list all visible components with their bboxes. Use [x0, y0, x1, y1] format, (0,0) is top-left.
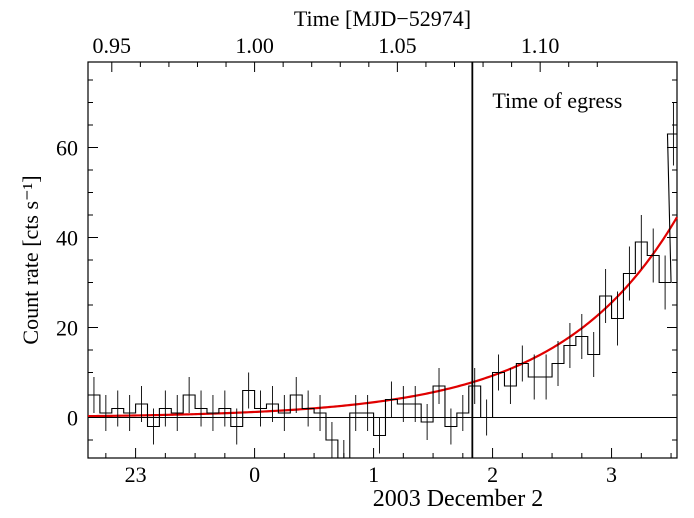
y-tick-label: 20	[56, 316, 78, 341]
x-top-tick-label: 0.95	[93, 33, 132, 58]
y-tick-label: 0	[67, 406, 78, 431]
y-tick-label: 60	[56, 136, 78, 161]
y-tick-label: 40	[56, 226, 78, 251]
y-axis-title: Count rate [cts s⁻¹]	[18, 175, 43, 344]
x-bottom-tick-label: 2	[487, 462, 498, 487]
plot-frame	[87, 61, 678, 459]
x-bottom-tick-label: 0	[249, 462, 260, 487]
x-bottom-tick-label: 23	[125, 462, 147, 487]
x-top-tick-label: 1.05	[378, 33, 417, 58]
x-top-tick-label: 1.10	[521, 33, 560, 58]
x-top-axis-title: Time [MJD−52974]	[294, 6, 471, 31]
count-rate-histogram	[88, 133, 677, 459]
x-bottom-tick-label: 1	[368, 462, 379, 487]
egress-annotation: Time of egress	[492, 88, 622, 113]
model-curve	[87, 216, 678, 418]
x-top-tick-label: 1.00	[235, 33, 274, 58]
x-bottom-axis-title: 2003 December 2	[373, 486, 544, 512]
x-bottom-tick-label: 3	[606, 462, 617, 487]
